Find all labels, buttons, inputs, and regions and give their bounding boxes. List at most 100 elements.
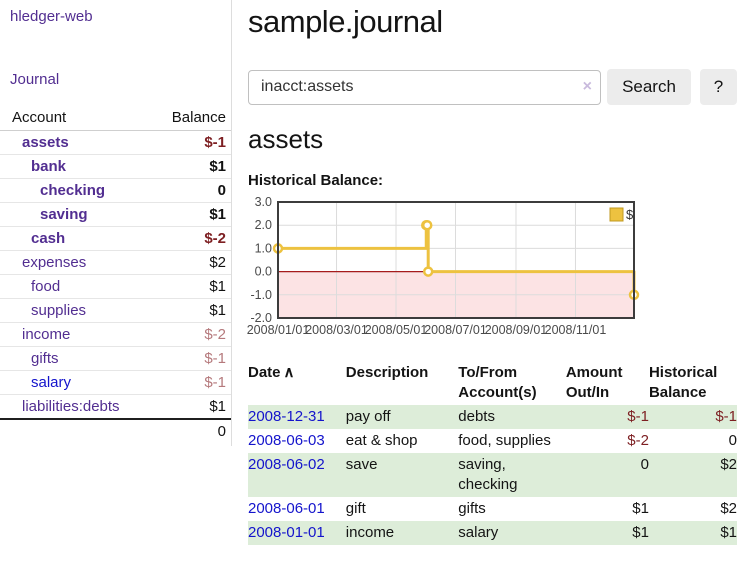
transaction-amount: $1 <box>632 524 649 541</box>
account-balance: $-1 <box>144 370 231 395</box>
transaction-accounts: gifts <box>458 500 486 517</box>
transaction-date-link[interactable]: 2008-12-31 <box>248 408 325 425</box>
svg-text:-2.0: -2.0 <box>250 311 272 325</box>
accounts-table: Account Balance assets $-1 bank $1 checkin… <box>0 106 231 443</box>
transaction-description: eat & shop <box>345 432 418 449</box>
main-content: sample.journal × Search ? assets Histori… <box>247 0 742 545</box>
transaction-row: 2008-06-03 eat & shop food, supplies $-2… <box>248 429 737 453</box>
account-link-income[interactable]: income <box>22 326 71 343</box>
transaction-balance: $-1 <box>715 408 737 425</box>
register-header-date[interactable]: Date ∧ <box>248 364 295 381</box>
svg-text:3.0: 3.0 <box>255 195 272 209</box>
svg-text:2008/09/01: 2008/09/01 <box>485 323 548 337</box>
transaction-balance: $1 <box>720 524 737 541</box>
transaction-balance: 0 <box>728 432 737 449</box>
account-balance: 0 <box>144 178 231 203</box>
account-row: gifts $-1 <box>0 346 231 371</box>
account-row: food $1 <box>0 274 231 299</box>
transaction-description: pay off <box>345 408 391 425</box>
svg-text:2008/11/01: 2008/11/01 <box>545 323 607 337</box>
historical-balance-chart: 3.0 2.0 1.0 0.0 -1.0 -2.02008/01/012008/03/01… <box>247 195 640 337</box>
account-balance: $-1 <box>204 134 226 151</box>
search-form: × Search ? <box>248 69 737 105</box>
transaction-accounts: salary <box>458 524 499 541</box>
clear-search-icon[interactable]: × <box>582 77 592 95</box>
accounts-header-account: Account <box>0 106 145 131</box>
account-balance: $2 <box>144 250 231 275</box>
accounts-total-value: 0 <box>144 418 231 443</box>
help-button[interactable]: ? <box>700 69 737 105</box>
accounts-header-balance: Balance <box>144 106 231 131</box>
search-button[interactable]: Search <box>607 69 691 105</box>
page-title: sample.journal <box>248 4 443 39</box>
svg-text:1.0: 1.0 <box>255 241 272 255</box>
transaction-accounts: saving, checking <box>458 456 518 493</box>
account-link-assets[interactable]: assets <box>22 134 69 151</box>
transaction-row: 2008-06-01 gift gifts $1 $2 <box>248 497 737 521</box>
account-balance: $-2 <box>144 322 231 347</box>
account-link-liabilities-debts[interactable]: liabilities:debts <box>22 398 120 415</box>
account-heading: assets <box>248 124 324 154</box>
svg-text:$: $ <box>626 207 634 222</box>
transaction-date-link[interactable]: 2008-06-03 <box>248 432 325 449</box>
account-row: salary $-1 <box>0 370 231 395</box>
account-row: cash $-2 <box>0 226 231 251</box>
transaction-accounts: debts <box>458 408 495 425</box>
transaction-date-link[interactable]: 2008-01-01 <box>248 524 325 541</box>
transaction-amount: $-1 <box>627 408 649 425</box>
account-link-checking[interactable]: checking <box>40 182 106 199</box>
account-row: liabilities:debts $1 <box>0 394 231 419</box>
transaction-row: 2008-06-02 save saving, checking 0 $2 <box>248 453 737 497</box>
account-link-food[interactable]: food <box>31 278 61 295</box>
brand-link[interactable]: hledger-web <box>10 8 93 25</box>
svg-text:2008/05/01: 2008/05/01 <box>365 323 428 337</box>
account-link-saving[interactable]: saving <box>40 206 88 223</box>
account-balance: $1 <box>144 154 231 179</box>
account-row: checking 0 <box>0 178 231 203</box>
transaction-amount: $-2 <box>627 432 649 449</box>
account-balance: $1 <box>144 298 231 323</box>
svg-text:2008/03/01: 2008/03/01 <box>305 323 368 337</box>
transaction-row: 2008-12-31 pay off debts $-1 $-1 <box>248 405 737 429</box>
transaction-date-link[interactable]: 2008-06-01 <box>248 500 325 517</box>
account-row: supplies $1 <box>0 298 231 323</box>
transaction-amount: 0 <box>640 456 649 473</box>
account-link-supplies[interactable]: supplies <box>31 302 87 319</box>
svg-text:2008/01/01: 2008/01/01 <box>247 323 310 337</box>
account-balance: $1 <box>144 394 231 419</box>
sort-ascending-icon: ∧ <box>283 364 295 381</box>
account-row: expenses $2 <box>0 250 231 275</box>
account-link-cash[interactable]: cash <box>31 230 66 247</box>
sidebar: hledger-web Journal Account Balance asse… <box>0 0 232 446</box>
account-row: bank $1 <box>0 154 231 179</box>
chart-title: Historical Balance: <box>248 172 384 189</box>
svg-text:0.0: 0.0 <box>255 265 272 279</box>
transaction-description: income <box>345 524 395 541</box>
account-link-salary[interactable]: salary <box>31 374 72 391</box>
account-balance: $1 <box>144 274 231 299</box>
transaction-description: gift <box>345 500 366 517</box>
transaction-balance: $2 <box>720 500 737 517</box>
svg-text:-1.0: -1.0 <box>250 288 272 302</box>
transaction-amount: $1 <box>632 500 649 517</box>
account-row: income $-2 <box>0 322 231 347</box>
account-row: assets $-1 <box>0 131 231 155</box>
accounts-total-row: 0 <box>0 418 231 443</box>
register-table: Date ∧ Description To/From Account(s) Amo… <box>248 361 737 545</box>
account-balance: $-1 <box>144 346 231 371</box>
sidebar-item-journal[interactable]: Journal <box>10 71 60 88</box>
transaction-accounts: food, supplies <box>458 432 551 449</box>
historical-balance-chart-container: 3.0 2.0 1.0 0.0 -1.0 -2.0 2008/01/01 2008/03/01… <box>247 195 737 348</box>
transaction-date-link[interactable]: 2008-06-02 <box>248 456 325 473</box>
register-header-amount: Amount Out/In <box>565 364 623 401</box>
register-header-balance: Historical Balance <box>648 364 718 401</box>
account-link-gifts[interactable]: gifts <box>31 350 59 367</box>
transaction-balance: $2 <box>720 456 737 473</box>
register-header-description: Description <box>345 364 429 381</box>
transaction-row: 2008-01-01 income salary $1 $1 <box>248 521 737 545</box>
account-link-bank[interactable]: bank <box>31 158 67 175</box>
account-link-expenses[interactable]: expenses <box>22 254 87 271</box>
account-balance: $1 <box>144 202 231 227</box>
svg-text:2.0: 2.0 <box>255 218 272 232</box>
search-input[interactable] <box>248 69 601 105</box>
